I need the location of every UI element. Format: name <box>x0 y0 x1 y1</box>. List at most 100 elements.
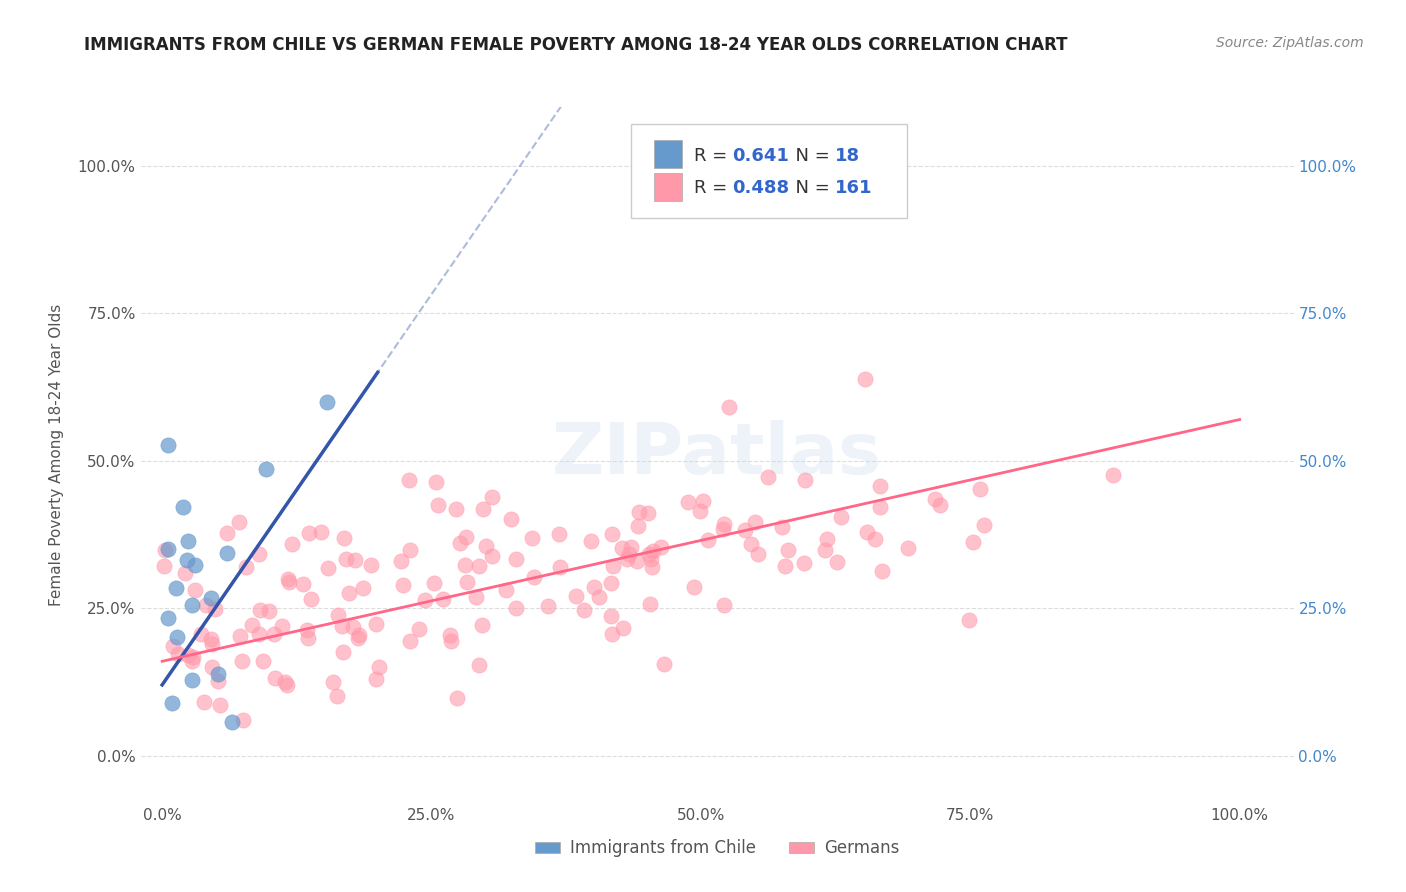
Point <box>297 631 319 645</box>
Point <box>190 627 212 641</box>
Point <box>270 619 292 633</box>
Point <box>472 501 495 516</box>
Point <box>398 473 420 487</box>
Point <box>481 491 503 505</box>
Point <box>641 543 664 558</box>
Point <box>183 583 205 598</box>
Text: 161: 161 <box>835 179 872 197</box>
Point <box>364 672 387 686</box>
Point <box>548 527 571 541</box>
Point <box>612 621 634 635</box>
Text: 0.641: 0.641 <box>733 147 789 165</box>
Point <box>853 372 876 386</box>
Point <box>398 542 420 557</box>
Point <box>201 660 224 674</box>
Text: R =: R = <box>695 147 733 165</box>
Point <box>548 559 571 574</box>
Point <box>579 534 602 549</box>
Point <box>897 541 920 556</box>
Point <box>600 627 623 641</box>
Point <box>775 558 797 573</box>
Point <box>156 437 179 451</box>
Point <box>619 547 641 561</box>
Point <box>481 549 503 563</box>
Point <box>153 543 176 558</box>
Point <box>166 630 188 644</box>
Point <box>640 551 662 566</box>
Point <box>298 525 321 540</box>
Text: N =: N = <box>785 147 835 165</box>
Point <box>364 617 387 632</box>
Point <box>628 505 651 519</box>
Point <box>177 534 200 549</box>
Point <box>637 507 659 521</box>
Point <box>153 558 176 573</box>
Point <box>217 546 239 560</box>
Text: R =: R = <box>695 179 733 197</box>
Point <box>825 555 848 569</box>
Point <box>928 498 950 512</box>
Point <box>207 667 229 681</box>
Point <box>454 530 477 544</box>
Point <box>201 637 224 651</box>
Point <box>599 609 621 624</box>
Point <box>600 576 623 591</box>
Point <box>277 572 299 586</box>
Point <box>347 628 370 642</box>
Point <box>254 462 277 476</box>
Point <box>468 558 491 573</box>
Point <box>969 482 991 496</box>
Point <box>172 500 194 515</box>
Point <box>326 608 349 623</box>
Point <box>367 660 389 674</box>
Point <box>174 566 197 580</box>
Point <box>332 645 354 659</box>
Point <box>432 591 454 606</box>
Point <box>181 598 204 612</box>
Point <box>962 534 984 549</box>
Point <box>620 540 643 554</box>
Point <box>499 512 522 526</box>
Point <box>413 593 436 607</box>
Point <box>572 603 595 617</box>
Point <box>207 674 229 689</box>
Point <box>692 493 714 508</box>
Legend: Immigrants from Chile, Germans: Immigrants from Chile, Germans <box>529 833 905 864</box>
Point <box>814 543 837 558</box>
Point <box>176 553 198 567</box>
Point <box>193 695 215 709</box>
Point <box>274 675 297 690</box>
Point <box>537 599 560 613</box>
Point <box>583 580 606 594</box>
Point <box>564 589 586 603</box>
Point <box>166 647 188 661</box>
Point <box>471 618 494 632</box>
Point <box>257 604 280 618</box>
Point <box>322 675 344 690</box>
Point <box>465 590 488 604</box>
Point <box>335 551 357 566</box>
Point <box>181 650 204 665</box>
Point <box>184 558 207 572</box>
Point <box>360 558 382 573</box>
Point <box>162 639 184 653</box>
Point <box>426 498 449 512</box>
Point <box>176 648 198 662</box>
Point <box>793 556 815 570</box>
Point <box>869 479 891 493</box>
Point <box>228 515 250 529</box>
Point <box>247 626 270 640</box>
Point <box>689 503 711 517</box>
Point <box>793 474 815 488</box>
Point <box>221 714 243 729</box>
Point <box>209 698 232 713</box>
Point <box>713 598 735 612</box>
Point <box>863 532 886 546</box>
Text: 0.488: 0.488 <box>733 179 789 197</box>
Point <box>744 516 766 530</box>
Point <box>162 696 184 710</box>
Point <box>870 564 893 578</box>
Point <box>505 600 527 615</box>
Point <box>600 527 623 541</box>
Point <box>740 537 762 551</box>
